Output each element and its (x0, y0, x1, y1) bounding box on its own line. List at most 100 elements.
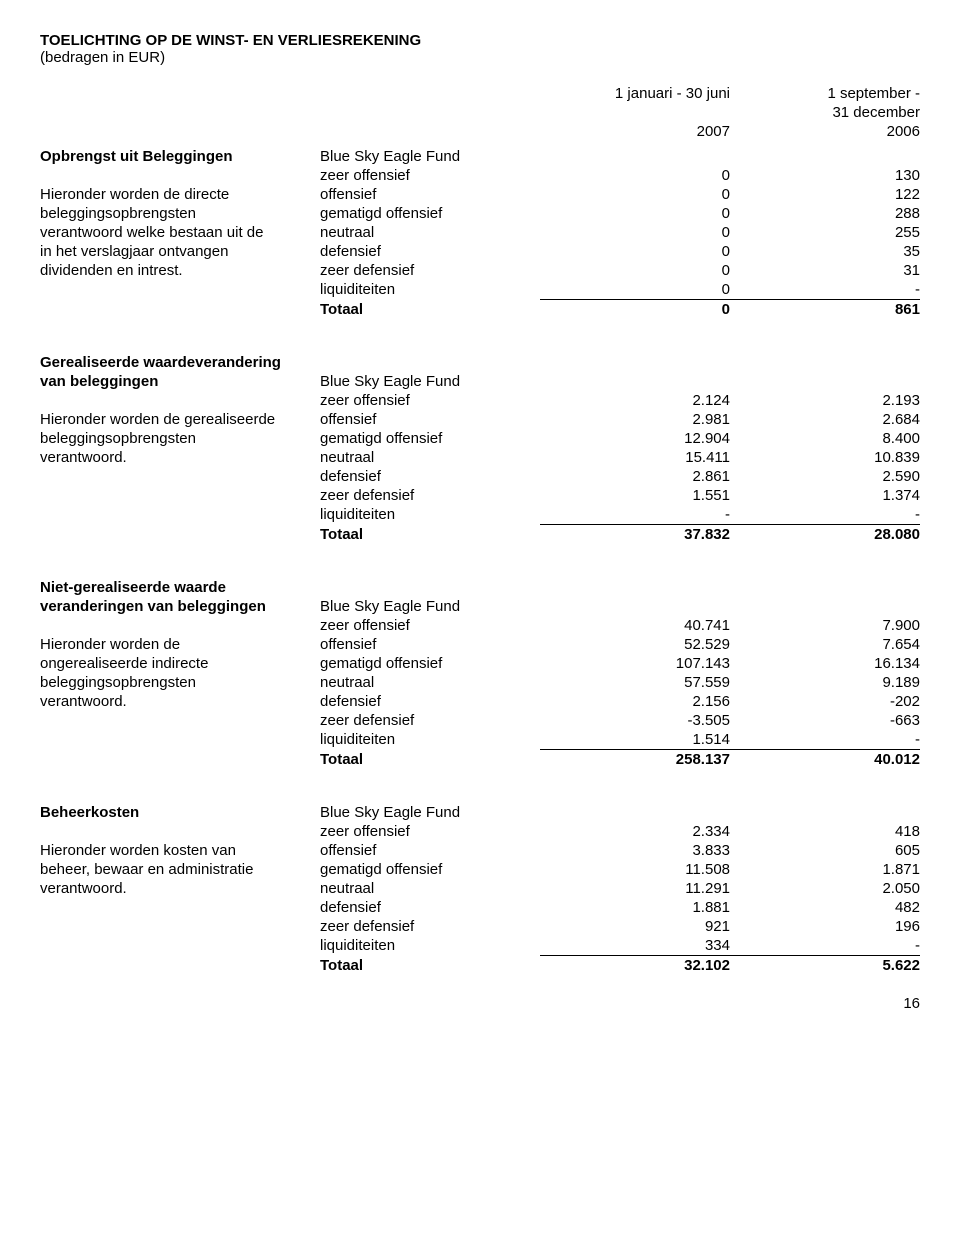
row-label: zeer defensief (320, 917, 540, 936)
row-label: zeer offensief (320, 822, 540, 841)
cell: 418 (730, 822, 920, 841)
cell: 2.050 (730, 879, 920, 898)
cell: 921 (540, 917, 730, 936)
cell: 9.189 (730, 673, 920, 692)
desc-text: dividenden en intrest. (40, 261, 320, 280)
s1-heading: Opbrengst uit Beleggingen (40, 147, 320, 166)
cell: 2.124 (540, 391, 730, 410)
row-label: zeer defensief (320, 486, 540, 505)
cell: 2.193 (730, 391, 920, 410)
row-label: liquiditeiten (320, 505, 540, 525)
cell: 1.514 (540, 730, 730, 750)
col2-header-c: 2006 (730, 122, 920, 141)
cell: -3.505 (540, 711, 730, 730)
cell: - (730, 280, 920, 300)
cell: 8.400 (730, 429, 920, 448)
cell: 1.881 (540, 898, 730, 917)
fund-name: Blue Sky Eagle Fund (320, 147, 540, 166)
cell: 11.291 (540, 879, 730, 898)
fund-name: Blue Sky Eagle Fund (320, 372, 540, 391)
header-table: 1 januari - 30 juni 1 september - 31 dec… (40, 84, 920, 141)
row-label: gematigd offensief (320, 860, 540, 879)
cell: 52.529 (540, 635, 730, 654)
total-cell: 0 (540, 300, 730, 320)
desc-text: beheer, bewaar en administratie (40, 860, 320, 879)
desc-text: Hieronder worden de gerealiseerde (40, 410, 320, 429)
cell: 2.334 (540, 822, 730, 841)
cell: - (730, 936, 920, 956)
col1-header-a: 1 januari - 30 juni (540, 84, 730, 103)
row-label: neutraal (320, 673, 540, 692)
section-3: Niet-gerealiseerde waarde veranderingen … (40, 578, 920, 769)
section-1: Opbrengst uit Beleggingen Blue Sky Eagle… (40, 147, 920, 319)
cell: 11.508 (540, 860, 730, 879)
s3-heading1: Niet-gerealiseerde waarde (40, 578, 320, 597)
row-label: defensief (320, 898, 540, 917)
cell: 15.411 (540, 448, 730, 467)
row-label: neutraal (320, 448, 540, 467)
desc-text: verantwoord. (40, 448, 320, 467)
cell: 334 (540, 936, 730, 956)
cell: 605 (730, 841, 920, 860)
section-2: Gerealiseerde waardeverandering van bele… (40, 353, 920, 544)
s4-heading: Beheerkosten (40, 803, 320, 822)
row-label: offensief (320, 635, 540, 654)
cell: 196 (730, 917, 920, 936)
row-label: offensief (320, 841, 540, 860)
total-label: Totaal (320, 525, 540, 545)
cell: 107.143 (540, 654, 730, 673)
cell: 0 (540, 204, 730, 223)
row-label: defensief (320, 692, 540, 711)
row-label: zeer defensief (320, 261, 540, 280)
col2-header-a: 1 september - (730, 84, 920, 103)
cell: 2.861 (540, 467, 730, 486)
cell: 40.741 (540, 616, 730, 635)
section-4: Beheerkosten Blue Sky Eagle Fund zeer of… (40, 803, 920, 975)
total-cell: 40.012 (730, 750, 920, 770)
page-subtitle: (bedragen in EUR) (40, 49, 920, 66)
col2-header-b: 31 december (730, 103, 920, 122)
cell: 0 (540, 261, 730, 280)
desc-text: ongerealiseerde indirecte (40, 654, 320, 673)
col1-header-b: 2007 (540, 122, 730, 141)
row-label: neutraal (320, 223, 540, 242)
desc-text: Hieronder worden de directe (40, 185, 320, 204)
cell: 3.833 (540, 841, 730, 860)
cell: 288 (730, 204, 920, 223)
desc-text: beleggingsopbrengsten (40, 673, 320, 692)
s2-heading1: Gerealiseerde waardeverandering (40, 353, 320, 372)
cell: 2.156 (540, 692, 730, 711)
cell: 7.900 (730, 616, 920, 635)
cell: 482 (730, 898, 920, 917)
row-label: zeer offensief (320, 166, 540, 185)
fund-name: Blue Sky Eagle Fund (320, 597, 540, 616)
cell: -663 (730, 711, 920, 730)
cell: - (730, 505, 920, 525)
cell: 7.654 (730, 635, 920, 654)
cell: 0 (540, 223, 730, 242)
row-label: gematigd offensief (320, 429, 540, 448)
row-label: defensief (320, 467, 540, 486)
cell: 0 (540, 166, 730, 185)
total-cell: 258.137 (540, 750, 730, 770)
page-title: TOELICHTING OP DE WINST- EN VERLIESREKEN… (40, 32, 920, 49)
row-label: liquiditeiten (320, 280, 540, 300)
desc-text: Hieronder worden kosten van (40, 841, 320, 860)
total-cell: 5.622 (730, 956, 920, 976)
row-label: offensief (320, 410, 540, 429)
row-label: defensief (320, 242, 540, 261)
row-label: zeer offensief (320, 391, 540, 410)
cell: 1.871 (730, 860, 920, 879)
page-number: 16 (40, 995, 920, 1012)
total-cell: 861 (730, 300, 920, 320)
s3-heading2: veranderingen van beleggingen (40, 597, 320, 616)
fund-name: Blue Sky Eagle Fund (320, 803, 540, 822)
row-label: liquiditeiten (320, 730, 540, 750)
cell: 12.904 (540, 429, 730, 448)
cell: 2.590 (730, 467, 920, 486)
s2-heading2: van beleggingen (40, 372, 320, 391)
cell: 0 (540, 242, 730, 261)
desc-text: in het verslagjaar ontvangen (40, 242, 320, 261)
cell: 2.684 (730, 410, 920, 429)
desc-text: beleggingsopbrengsten (40, 429, 320, 448)
